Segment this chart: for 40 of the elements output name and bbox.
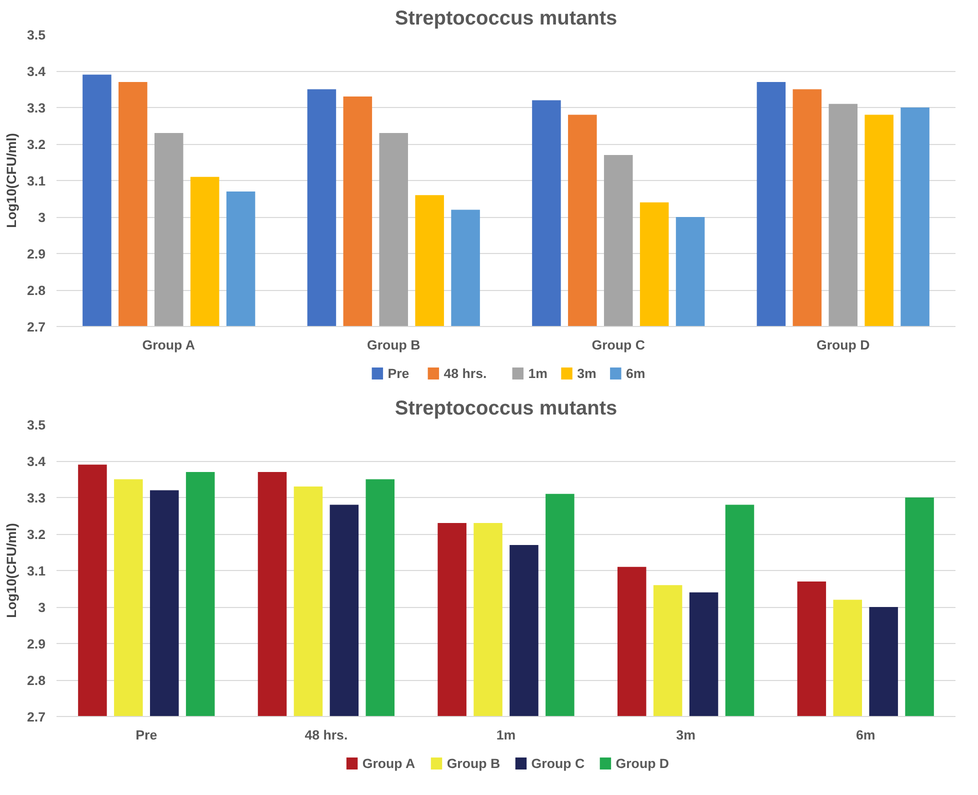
y-tick-label: 3 — [38, 210, 46, 225]
y-tick-label: 3.1 — [26, 564, 46, 578]
y-tick-label: 3.5 — [26, 418, 46, 432]
legend-label: 3m — [577, 366, 596, 381]
x-tick-label: 1m — [496, 728, 516, 742]
y-axis-title: Log10(CFU/ml) — [4, 523, 19, 618]
y-tick-label: 2.8 — [26, 673, 46, 688]
y-tick-label: 3.3 — [26, 100, 46, 116]
legend-label: 48 hrs. — [444, 366, 487, 381]
legend-label: Pre — [388, 366, 410, 381]
x-tick-label: 48 hrs. — [304, 728, 348, 742]
y-tick-label: 3.3 — [26, 490, 46, 506]
y-tick-label: 3.4 — [26, 454, 46, 469]
y-axis-title: Log10(CFU/ml) — [4, 133, 19, 228]
y-tick-label: 3 — [38, 600, 46, 615]
y-tick-label: 3.2 — [26, 527, 46, 542]
x-tick-label: Pre — [136, 728, 158, 742]
y-tick-label: 2.7 — [26, 320, 46, 334]
legend-label: 1m — [528, 366, 548, 381]
legend-label: Group C — [531, 756, 585, 771]
x-tick-label: 6m — [856, 728, 876, 742]
x-tick-label: Group C — [592, 338, 646, 352]
chart-title: Streptococcus mutants — [394, 398, 618, 420]
x-tick-label: Group B — [366, 338, 421, 352]
y-tick-label: 3.2 — [26, 137, 46, 152]
x-tick-label: 3m — [676, 728, 696, 742]
x-tick-label: Group D — [816, 338, 870, 352]
legend-label: Group D — [616, 756, 670, 771]
y-tick-label: 3.5 — [26, 28, 46, 42]
y-tick-label: 2.9 — [26, 636, 46, 652]
y-tick-label: 3.1 — [26, 174, 46, 188]
x-tick-label: Group A — [142, 338, 196, 352]
legend-label: 6m — [626, 366, 646, 381]
y-tick-label: 3.4 — [26, 64, 46, 79]
y-tick-label: 2.9 — [26, 246, 46, 262]
chart-title: Streptococcus mutants — [394, 8, 618, 30]
y-tick-label: 2.8 — [26, 283, 46, 298]
legend-label: Group A — [362, 756, 416, 771]
legend-label: Group B — [446, 756, 500, 771]
y-tick-label: 2.7 — [26, 710, 46, 724]
